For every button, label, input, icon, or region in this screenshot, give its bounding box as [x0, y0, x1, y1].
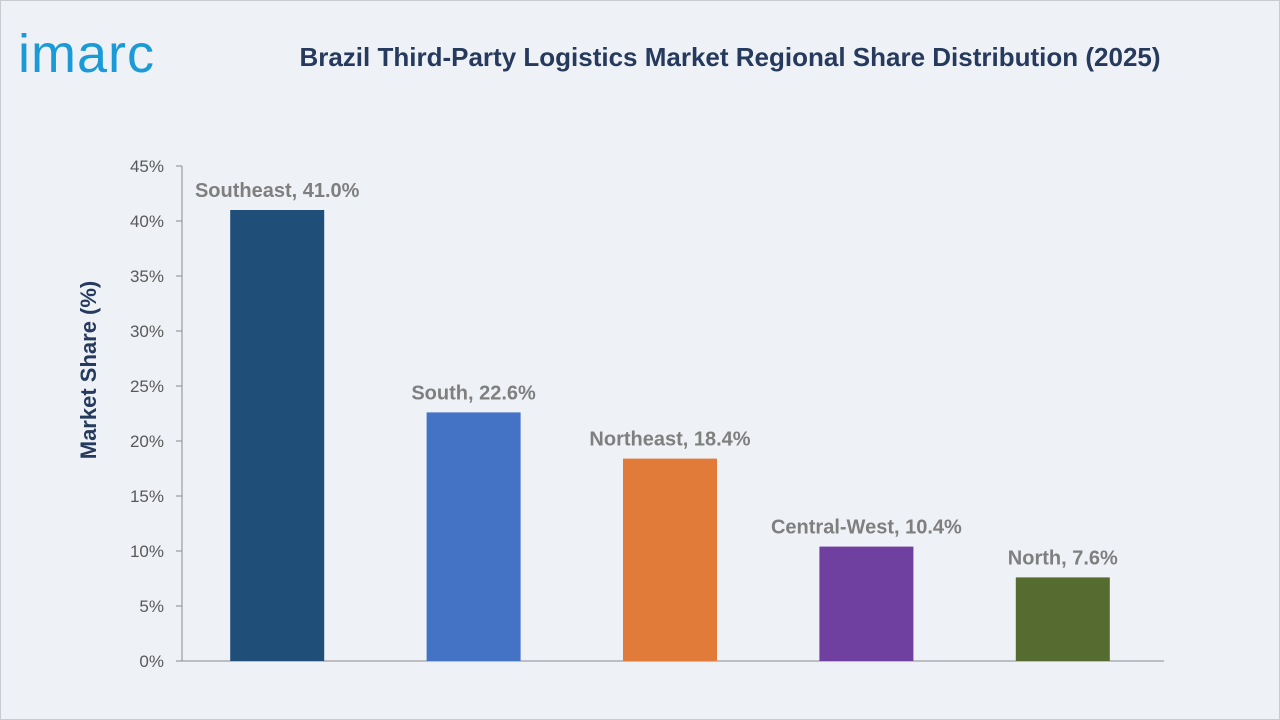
y-tick-label: 5%	[139, 597, 164, 616]
y-tick-label: 15%	[130, 487, 164, 506]
data-labels: Southeast, 41.0% South, 22.6% Northeast, 1…	[195, 180, 1118, 569]
y-tick-label: 30%	[130, 322, 164, 341]
y-tick-label: 20%	[130, 432, 164, 451]
data-label: South, 22.6%	[411, 382, 536, 404]
data-label: Southeast, 41.0%	[195, 180, 360, 202]
bars	[230, 210, 1110, 661]
data-label: North, 7.6%	[1008, 547, 1118, 569]
y-tick-label: 25%	[130, 377, 164, 396]
bar-northeast	[623, 458, 717, 661]
svg-text:imarc: imarc	[18, 24, 155, 84]
y-tick-label: 45%	[130, 157, 164, 176]
data-label: Northeast, 18.4%	[589, 429, 750, 451]
y-tick-label: 0%	[139, 652, 164, 671]
y-axis: 0% 5% 10% 15% 20% 25% 30% 35% 40% 45%	[130, 157, 1164, 671]
data-label: Central-West, 10.4%	[771, 517, 962, 539]
imarc-logo: imarc	[18, 24, 155, 84]
bar-north	[1015, 577, 1110, 661]
y-tick-label: 35%	[130, 267, 164, 286]
y-axis-label: Market Share (%)	[76, 281, 101, 460]
bar-central-west	[819, 546, 914, 661]
y-tick-label: 10%	[130, 542, 164, 561]
bar-south	[426, 412, 521, 661]
y-tick-label: 40%	[130, 212, 164, 231]
chart-title: Brazil Third-Party Logistics Market Regi…	[299, 42, 1161, 72]
bar-southeast	[230, 210, 325, 661]
